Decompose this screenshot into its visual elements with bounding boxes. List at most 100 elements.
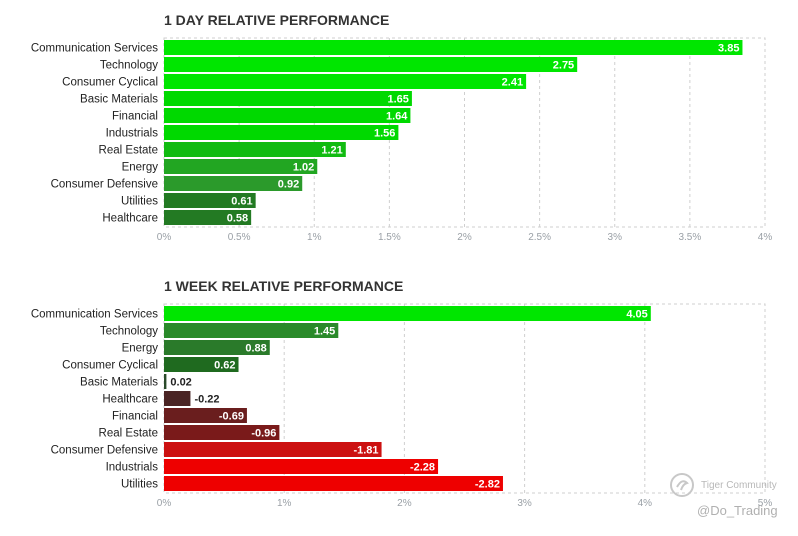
bar-row: Utilities -2.82	[121, 476, 503, 491]
category-label: Financial	[112, 411, 158, 423]
data-label: 0.92	[278, 179, 299, 191]
category-label: Financial	[112, 111, 158, 123]
data-label: 1.56	[374, 128, 395, 140]
bar	[164, 193, 256, 208]
data-label: 0.58	[227, 213, 248, 225]
data-label: 3.85	[718, 43, 739, 55]
category-label: Utilities	[121, 479, 158, 491]
data-label: 1.64	[386, 111, 408, 123]
watermark-handle-text: @Do_Trading	[697, 503, 778, 518]
data-label: 0.61	[231, 196, 252, 208]
bar-row: Industrials 1.56	[106, 125, 399, 140]
bar-row: Consumer Cyclical 0.62	[62, 357, 239, 372]
category-label: Communication Services	[31, 43, 158, 55]
bar	[164, 391, 191, 406]
category-label: Consumer Defensive	[51, 445, 158, 457]
x-tick-label: 1.5%	[378, 232, 401, 243]
chart-1week-relative-performance: 0% 1% 2% 3% 4% 5% Communication Services 4.05 Te…	[31, 303, 773, 509]
category-label: Energy	[122, 162, 159, 174]
x-tick-label: 2%	[457, 232, 472, 243]
data-label: -0.22	[194, 394, 219, 406]
x-tick-label: 2%	[397, 498, 412, 509]
category-label: Consumer Cyclical	[62, 360, 158, 372]
watermark-community-text: Tiger Community	[701, 480, 777, 491]
category-label: Technology	[100, 326, 158, 338]
bar	[164, 91, 412, 106]
bar-row: Healthcare 0.58	[102, 210, 252, 225]
x-tick-label: 2.5%	[528, 232, 551, 243]
chart-title-1day: 1 DAY RELATIVE PERFORMANCE	[164, 12, 390, 28]
x-tick-label: 0.5%	[228, 232, 251, 243]
bar-row: Financial -0.69	[112, 408, 247, 423]
x-tick-label: 3.5%	[678, 232, 701, 243]
bar	[164, 476, 503, 491]
data-label: 1.65	[387, 94, 408, 106]
category-label: Healthcare	[102, 394, 158, 406]
category-label: Consumer Cyclical	[62, 77, 158, 89]
data-label: 1.45	[314, 326, 335, 338]
bar	[164, 459, 439, 474]
data-label: -0.69	[219, 411, 244, 423]
bar-row: Consumer Defensive 0.92	[51, 176, 303, 191]
chart-title-1week: 1 WEEK RELATIVE PERFORMANCE	[164, 278, 404, 294]
data-label: 1.21	[321, 145, 342, 157]
bar-row: Consumer Defensive -1.81	[51, 442, 382, 457]
data-label: -2.82	[475, 479, 500, 491]
bar	[164, 74, 527, 89]
x-tick-label: 5%	[758, 498, 773, 509]
data-label: 0.62	[214, 360, 235, 372]
bar	[164, 57, 578, 72]
bar-row: Energy 0.88	[122, 340, 270, 355]
plot-border	[163, 303, 766, 494]
bar-row: Basic Materials 1.65	[80, 91, 412, 106]
x-tick-label: 4%	[638, 498, 653, 509]
data-label: 4.05	[626, 309, 647, 321]
bar	[164, 125, 399, 140]
category-label: Technology	[100, 60, 158, 72]
bar-row: Financial 1.64	[112, 108, 411, 123]
category-label: Real Estate	[99, 428, 158, 440]
category-label: Real Estate	[99, 145, 158, 157]
bar	[164, 425, 280, 440]
category-label: Energy	[122, 343, 159, 355]
tiger-community-logo-icon	[670, 473, 694, 497]
category-label: Consumer Defensive	[51, 179, 158, 191]
bar-row: Technology 1.45	[100, 323, 339, 338]
bar-row: Real Estate -0.96	[99, 425, 280, 440]
data-label: 2.41	[502, 77, 523, 89]
bar	[164, 408, 247, 423]
x-tick-label: 0%	[157, 498, 172, 509]
category-label: Communication Services	[31, 309, 158, 321]
data-label: -0.96	[251, 428, 276, 440]
category-label: Healthcare	[102, 213, 158, 225]
bar	[164, 159, 318, 174]
data-label: 0.88	[245, 343, 266, 355]
bar-row: Industrials -2.28	[106, 459, 439, 474]
bar	[164, 142, 346, 157]
bar	[164, 40, 743, 55]
chart-1day-relative-performance: 0% 0.5% 1% 1.5% 2% 2.5% 3% 3.5% 4% Communication …	[31, 37, 772, 243]
data-label: 0.02	[170, 377, 191, 389]
data-label: 1.02	[293, 162, 314, 174]
x-tick-label: 3%	[517, 498, 532, 509]
data-label: -2.28	[410, 462, 435, 474]
category-label: Basic Materials	[80, 94, 158, 106]
x-tick-label: 1%	[307, 232, 322, 243]
bar-row: Technology 2.75	[100, 57, 578, 72]
bar	[164, 340, 270, 355]
bar	[164, 323, 339, 338]
bar-row: Utilities 0.61	[121, 193, 256, 208]
category-label: Basic Materials	[80, 377, 158, 389]
bar	[164, 306, 651, 321]
watermark: Tiger Community @Do_Trading	[669, 472, 789, 524]
category-label: Utilities	[121, 196, 158, 208]
data-label: 2.75	[553, 60, 574, 72]
x-tick-label: 0%	[157, 232, 172, 243]
bar	[164, 374, 167, 389]
data-label: -1.81	[353, 445, 378, 457]
bar-row: Communication Services 4.05	[31, 306, 651, 321]
bar	[164, 108, 411, 123]
bar-row: Healthcare -0.22	[102, 391, 220, 406]
bar-row: Real Estate 1.21	[99, 142, 346, 157]
bar-row: Communication Services 3.85	[31, 40, 743, 55]
